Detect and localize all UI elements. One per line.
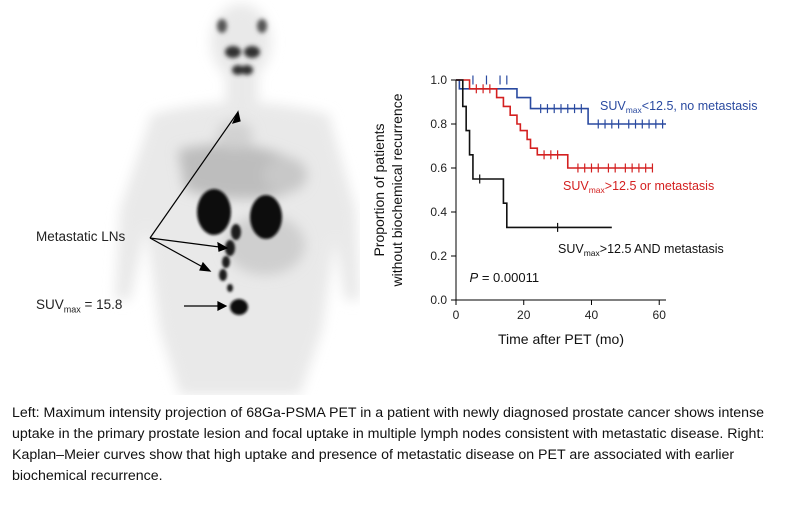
prostate-lesion <box>230 299 248 315</box>
abdominal-organs <box>178 121 307 275</box>
series-label-2: SUVmax>12.5 or metastasis <box>563 179 714 195</box>
head-uptake <box>217 19 267 75</box>
km-curve-series-2 <box>456 79 653 169</box>
y-axis-label-line2: without biochemical recurrence <box>389 93 405 287</box>
x-tick-label: 40 <box>585 308 599 322</box>
x-tick-label: 20 <box>517 308 531 322</box>
y-axis-label-line1: Proportion of patients <box>371 123 387 256</box>
pet-mip-image <box>115 4 360 395</box>
lymph-node-chain <box>219 224 241 292</box>
annotation-arrows <box>149 110 241 311</box>
y-tick-label: 0.2 <box>430 249 447 263</box>
km-curve-series-1 <box>456 79 666 125</box>
suv-max-label: SUVmax = 15.8 <box>36 297 123 315</box>
x-axis-label: Time after PET (mo) <box>498 331 624 347</box>
y-tick-label: 0.8 <box>430 117 447 131</box>
kidneys <box>197 189 282 239</box>
x-tick-label: 60 <box>653 308 667 322</box>
series-label-1: SUVmax<12.5, no metastasis <box>600 99 757 115</box>
y-tick-label: 1.0 <box>430 73 447 87</box>
series-label-3: SUVmax>12.5 AND metastasis <box>558 242 724 258</box>
figure-caption: Left: Maximum intensity projection of 68… <box>12 405 765 484</box>
y-tick-label: 0.4 <box>430 205 447 219</box>
body-silhouette <box>115 4 360 395</box>
x-tick-label: 0 <box>453 308 460 322</box>
p-value-annotation: P = 0.00011 <box>470 270 540 285</box>
y-tick-label: 0.0 <box>430 293 447 307</box>
kaplan-meier-chart: 0.0 0.2 0.4 0.6 0.8 1.0 0 20 40 60 Time after PET … <box>371 73 757 347</box>
y-tick-label: 0.6 <box>430 161 447 175</box>
km-curve-series-3 <box>456 79 612 229</box>
metastatic-lns-label: Metastatic LNs <box>36 229 126 244</box>
